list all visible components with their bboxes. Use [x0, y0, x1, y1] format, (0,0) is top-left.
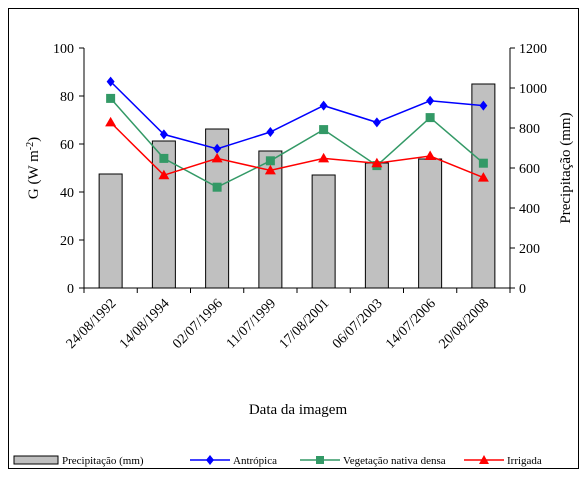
series-point — [213, 143, 222, 154]
series-point — [106, 76, 115, 87]
left-y-tick-label: 20 — [60, 234, 74, 249]
legend-swatch-antropica-marker — [206, 455, 214, 465]
right-y-tick-label: 0 — [519, 282, 526, 297]
right-y-ticks: 0 200 400 600 800 1000 1200 — [510, 42, 547, 297]
series-point — [106, 93, 116, 103]
series-point — [426, 95, 435, 106]
legend-item-irrigada: Irrigada — [464, 455, 542, 467]
right-y-tick-label: 600 — [519, 162, 540, 177]
series-point — [479, 100, 488, 111]
series-point — [319, 125, 329, 135]
left-y-tick-label: 60 — [60, 138, 74, 153]
left-y-tick-label: 100 — [53, 42, 74, 57]
precipitation-bar — [364, 162, 389, 289]
x-tick-label: 11/07/1999 — [224, 296, 279, 351]
precipitation-bar — [311, 174, 336, 289]
series-2 — [105, 116, 489, 182]
series-point — [105, 116, 117, 127]
x-tick-label: 14/08/1994 — [117, 296, 173, 352]
series-line — [110, 97, 484, 189]
x-axis-title: Data da imagem — [249, 402, 348, 418]
precipitation-bar — [98, 173, 123, 289]
left-y-axis-title: G (W m-2) — [25, 137, 42, 199]
x-tick-label: 06/07/2003 — [330, 296, 386, 352]
series-point — [319, 100, 328, 111]
legend-swatch-vegetacao-marker — [316, 456, 324, 464]
legend-item-antropica: Antrópica — [190, 455, 277, 467]
x-tick-label: 24/08/1992 — [64, 296, 120, 352]
series-line — [110, 121, 484, 179]
left-y-tick-label: 0 — [67, 282, 74, 297]
legend-label-precipitation: Precipitação (mm) — [62, 455, 144, 467]
series-point — [477, 172, 489, 182]
precipitation-bars — [98, 83, 496, 289]
series-0 — [106, 76, 488, 154]
right-y-tick-label: 1000 — [519, 82, 547, 97]
legend-item-vegetacao: Vegetação nativa densa — [300, 455, 446, 467]
legend-swatch-irrigada-marker — [479, 455, 489, 464]
left-y-axis-title-superscript: -2 — [25, 142, 36, 150]
chart-axes — [83, 48, 511, 289]
series-point — [159, 129, 168, 140]
series-line — [110, 81, 484, 150]
series-point — [318, 152, 330, 163]
x-tick-label: 17/08/2001 — [277, 296, 333, 352]
right-y-axis-title: Precipitação (mm) — [558, 112, 574, 223]
right-y-tick-label: 200 — [519, 242, 540, 257]
legend-swatch-precipitation — [13, 455, 59, 465]
precipitation-bar — [418, 158, 443, 289]
x-tick-label: 14/07/2006 — [383, 296, 439, 352]
series-point — [264, 164, 276, 175]
series-point — [425, 113, 435, 123]
precipitation-bar — [471, 83, 496, 289]
series-point — [266, 127, 275, 137]
right-y-tick-label: 400 — [519, 202, 540, 217]
right-y-tick-label: 800 — [519, 122, 540, 137]
series-point — [212, 182, 222, 192]
left-y-tick-label: 80 — [60, 90, 74, 105]
legend-item-precipitation: Precipitação (mm) — [13, 455, 144, 467]
legend: Precipitação (mm) Antrópica Vegetação na… — [13, 455, 542, 467]
series-point — [372, 117, 381, 128]
series-point — [265, 156, 275, 166]
x-ticks: 24/08/199214/08/199402/07/199611/07/1999… — [64, 288, 511, 352]
legend-label-irrigada: Irrigada — [507, 455, 542, 467]
x-tick-label: 20/08/2008 — [436, 296, 492, 352]
series-point — [424, 150, 436, 160]
left-y-tick-label: 40 — [60, 186, 74, 201]
series-point — [478, 158, 488, 168]
series-point — [158, 169, 170, 180]
series-point — [159, 153, 169, 163]
series-lines — [105, 76, 489, 192]
series-point — [211, 152, 223, 163]
series-point — [371, 157, 383, 168]
x-tick-label: 02/07/1996 — [170, 296, 226, 352]
right-y-tick-label: 1200 — [519, 42, 547, 57]
legend-label-vegetacao: Vegetação nativa densa — [343, 455, 446, 467]
legend-label-antropica: Antrópica — [233, 455, 277, 467]
left-y-ticks: 0 20 40 60 80 100 — [53, 42, 84, 297]
